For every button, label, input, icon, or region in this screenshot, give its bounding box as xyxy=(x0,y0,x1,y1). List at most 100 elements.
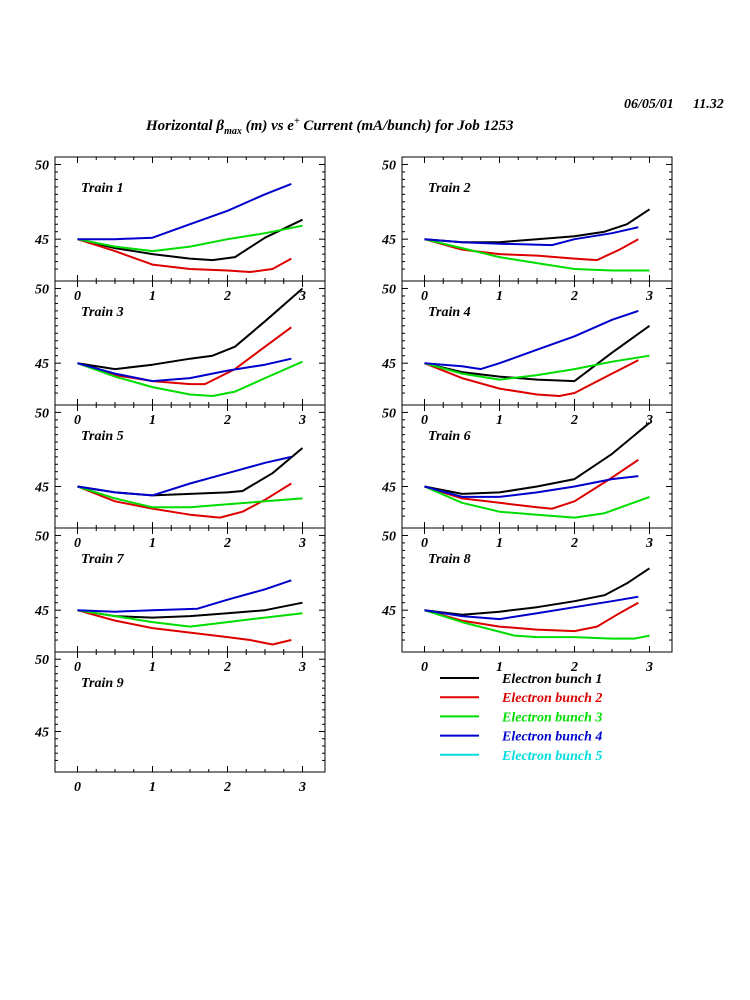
x-tick-label: 1 xyxy=(496,289,503,304)
x-tick-label: 1 xyxy=(149,536,156,551)
x-tick-label: 0 xyxy=(421,413,428,428)
y-tick-label: 45 xyxy=(381,481,396,496)
series-line-bunch-2 xyxy=(77,482,292,519)
series-line-bunch-4 xyxy=(77,579,292,613)
header-time: 11.32 xyxy=(693,97,724,112)
series-line-bunch-4 xyxy=(424,475,639,498)
series-line-bunch-2 xyxy=(77,326,292,386)
series-line-bunch-3 xyxy=(77,485,303,509)
y-tick-label: 50 xyxy=(35,529,49,544)
series-line-bunch-4 xyxy=(424,226,639,247)
x-tick-label: 1 xyxy=(496,536,503,551)
x-tick-label: 2 xyxy=(223,536,231,551)
panel-frame xyxy=(54,651,326,773)
x-tick-label: 0 xyxy=(74,536,81,551)
x-tick-label: 0 xyxy=(74,289,81,304)
series-line-bunch-1 xyxy=(424,324,651,383)
x-tick-label: 1 xyxy=(149,660,156,675)
panel-frame xyxy=(401,280,673,406)
y-tick-label: 45 xyxy=(381,357,396,372)
title-sup: + xyxy=(294,116,300,127)
series-line-bunch-2 xyxy=(424,359,639,397)
y-tick-label: 50 xyxy=(35,406,49,421)
series-line-bunch-1 xyxy=(77,287,304,371)
series-line-bunch-4 xyxy=(424,595,639,621)
series-line-bunch-3 xyxy=(77,224,303,253)
panel-title: Train 4 xyxy=(428,305,471,320)
series-line-bunch-4 xyxy=(77,182,292,241)
title-part3: Current (mA/bunch) for Job 1253 xyxy=(300,118,514,134)
series-line-bunch-1 xyxy=(424,422,651,495)
panel-frame xyxy=(401,527,673,653)
x-tick-label: 2 xyxy=(223,289,231,304)
panel-2: 45 50 0 1 2 3 Train 2 xyxy=(381,156,673,304)
title-sub: max xyxy=(224,126,242,137)
panel-6: 45 50 0 1 2 3 Train 6 xyxy=(381,404,673,551)
panel-frame xyxy=(401,404,673,529)
panel-9: 45 50 0 1 2 3 Train 9 xyxy=(34,651,326,795)
panel-title: Train 7 xyxy=(81,552,125,567)
panel-8: 45 50 0 1 2 3 Train 8 xyxy=(381,527,673,675)
x-tick-label: 2 xyxy=(570,413,578,428)
series-line-bunch-3 xyxy=(424,354,650,381)
y-tick-label: 45 xyxy=(34,233,49,248)
legend-label: Electron bunch 5 xyxy=(501,749,602,764)
y-tick-label: 50 xyxy=(35,158,49,173)
x-tick-label: 0 xyxy=(421,289,428,304)
x-tick-label: 2 xyxy=(570,289,578,304)
x-tick-label: 3 xyxy=(298,780,306,795)
y-tick-label: 50 xyxy=(382,282,396,297)
x-tick-label: 3 xyxy=(645,536,653,551)
series-line-bunch-2 xyxy=(424,601,639,633)
y-tick-label: 45 xyxy=(34,481,49,496)
series-line-bunch-3 xyxy=(77,360,303,397)
panel-frame xyxy=(54,280,326,406)
legend-label: Electron bunch 1 xyxy=(501,672,602,687)
series-line-bunch-2 xyxy=(424,458,639,510)
y-tick-label: 45 xyxy=(381,604,396,619)
x-tick-label: 1 xyxy=(496,413,503,428)
panel-title: Train 8 xyxy=(428,552,471,567)
panel-1: 45 50 0 1 2 3 Train 1 xyxy=(34,156,326,304)
x-tick-label: 0 xyxy=(74,413,81,428)
series-line-bunch-3 xyxy=(77,609,303,628)
x-tick-label: 1 xyxy=(149,289,156,304)
panel-frame xyxy=(54,404,326,529)
header-date: 06/05/01 xyxy=(624,97,674,112)
x-tick-label: 3 xyxy=(298,289,306,304)
x-tick-label: 2 xyxy=(570,660,578,675)
series-line-bunch-1 xyxy=(77,218,303,262)
y-tick-label: 45 xyxy=(34,357,49,372)
y-tick-label: 50 xyxy=(382,529,396,544)
x-tick-label: 3 xyxy=(645,289,653,304)
series-line-bunch-1 xyxy=(77,447,304,497)
x-tick-label: 1 xyxy=(149,780,156,795)
legend: Electron bunch 1 Electron bunch 2 Electron… xyxy=(440,672,602,764)
panel-title: Train 2 xyxy=(428,181,471,196)
y-tick-label: 50 xyxy=(382,158,396,173)
panel-title: Train 9 xyxy=(81,676,124,691)
series-line-bunch-1 xyxy=(424,567,651,616)
x-tick-label: 3 xyxy=(298,413,306,428)
panel-title: Train 5 xyxy=(81,429,124,444)
y-tick-label: 45 xyxy=(381,233,396,248)
series-line-bunch-1 xyxy=(424,208,651,244)
x-tick-label: 1 xyxy=(496,660,503,675)
x-tick-label: 2 xyxy=(570,536,578,551)
panel-title: Train 6 xyxy=(428,429,471,444)
x-tick-label: 0 xyxy=(421,660,428,675)
series-line-bunch-4 xyxy=(424,309,639,371)
title-part2: (m) vs e xyxy=(242,118,294,134)
panel-3: 45 50 0 1 2 3 Train 3 xyxy=(34,280,326,428)
x-tick-label: 3 xyxy=(645,413,653,428)
panel-title: Train 1 xyxy=(81,181,124,196)
y-tick-label: 45 xyxy=(34,604,49,619)
legend-label: Electron bunch 2 xyxy=(501,691,602,706)
x-tick-label: 1 xyxy=(149,413,156,428)
panel-grid: 45 50 0 1 2 3 Train 1 45 50 0 1 2 3 Train 2 45 50 0 1 2 3 Tr… xyxy=(34,156,673,795)
title-part1: Horizontal β xyxy=(145,118,224,134)
x-tick-label: 0 xyxy=(74,660,81,675)
series-line-bunch-2 xyxy=(77,238,292,273)
x-tick-label: 3 xyxy=(298,536,306,551)
